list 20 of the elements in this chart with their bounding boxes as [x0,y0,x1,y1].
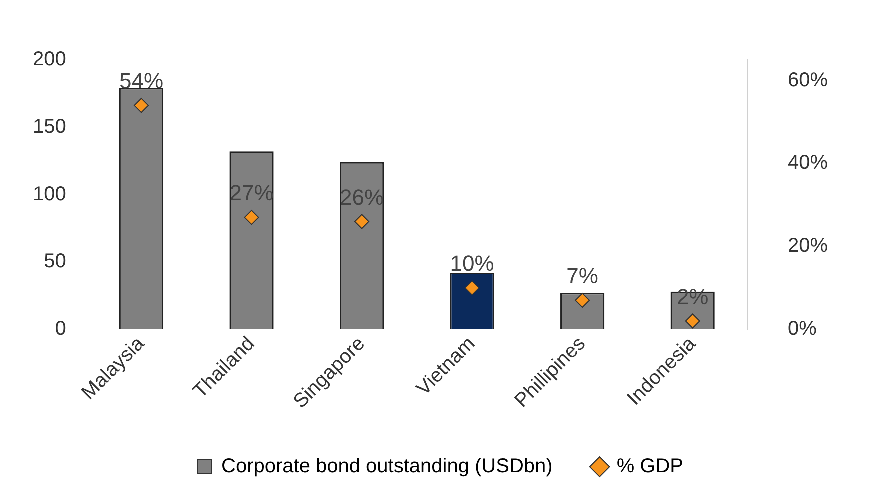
data-label: 7% [566,264,598,289]
y2-tick-label: 20% [788,235,828,258]
y2-tick-label: 60% [788,69,828,92]
point [134,98,150,114]
y-tick-label: 200 [32,48,66,71]
y-tick-label: 100 [32,183,66,206]
point [575,293,590,308]
legend-label: % GDP [616,456,684,478]
point [464,280,480,296]
y2-tick-label: 40% [788,152,828,174]
legend-label: Corporate bond outstanding (USDbn) [222,456,553,478]
y-tick-label: 150 [32,116,66,138]
point [685,314,700,329]
y-tick-label: 0 [55,318,66,340]
data-label: 54% [119,68,164,94]
y-tick-label: 50 [44,250,66,273]
y2-tick-label: 0% [788,318,818,340]
point [244,210,260,226]
data-label: 10% [450,251,494,276]
point [354,214,370,230]
